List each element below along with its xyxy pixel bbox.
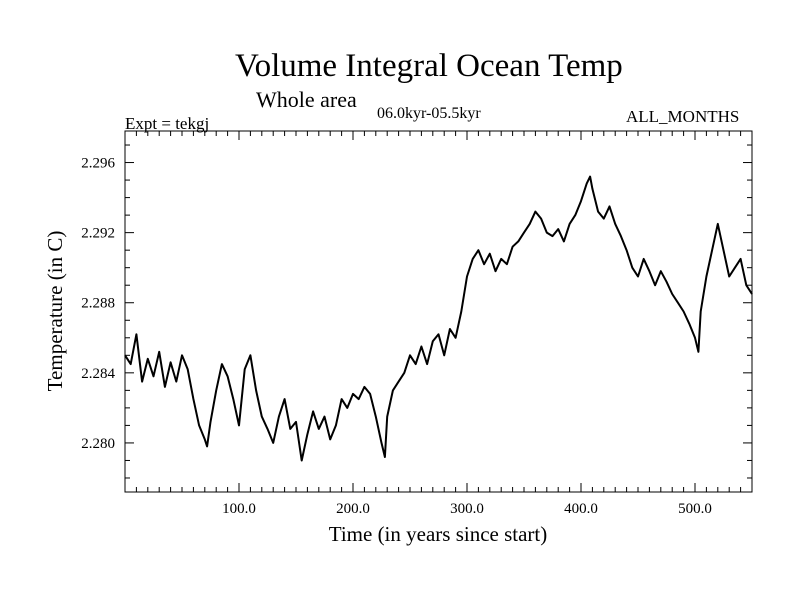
- y-tick-label: 2.296: [81, 156, 115, 172]
- x-tick-label: 400.0: [564, 501, 598, 517]
- y-tick-label: 2.288: [81, 296, 115, 312]
- x-tick-label: 300.0: [450, 501, 484, 517]
- x-axis-title: Time (in years since start): [329, 522, 548, 546]
- chart-subtitle: Whole area: [256, 87, 357, 112]
- months-label: ALL_MONTHS: [626, 107, 740, 126]
- chart-title: Volume Integral Ocean Temp: [235, 48, 623, 84]
- x-tick-label: 100.0: [222, 501, 256, 517]
- x-tick-label: 500.0: [678, 501, 712, 517]
- period-label: 06.0kyr-05.5kyr: [377, 105, 481, 122]
- series-line-tekgj: [124, 175, 753, 462]
- tick-labels: 100.0 200.0 300.0 400.0 500.0 2.280 2.284 2.288…: [81, 156, 712, 517]
- y-axis-title: Temperature (in C): [43, 231, 67, 392]
- y-tick-label: 2.284: [81, 366, 115, 382]
- axis-ticks: [125, 131, 752, 492]
- experiment-label: Expt = tekgj: [125, 114, 210, 133]
- y-tick-label: 2.280: [81, 436, 115, 452]
- x-tick-label: 200.0: [336, 501, 370, 517]
- y-tick-label: 2.292: [81, 226, 115, 242]
- plot-frame: [124, 130, 753, 493]
